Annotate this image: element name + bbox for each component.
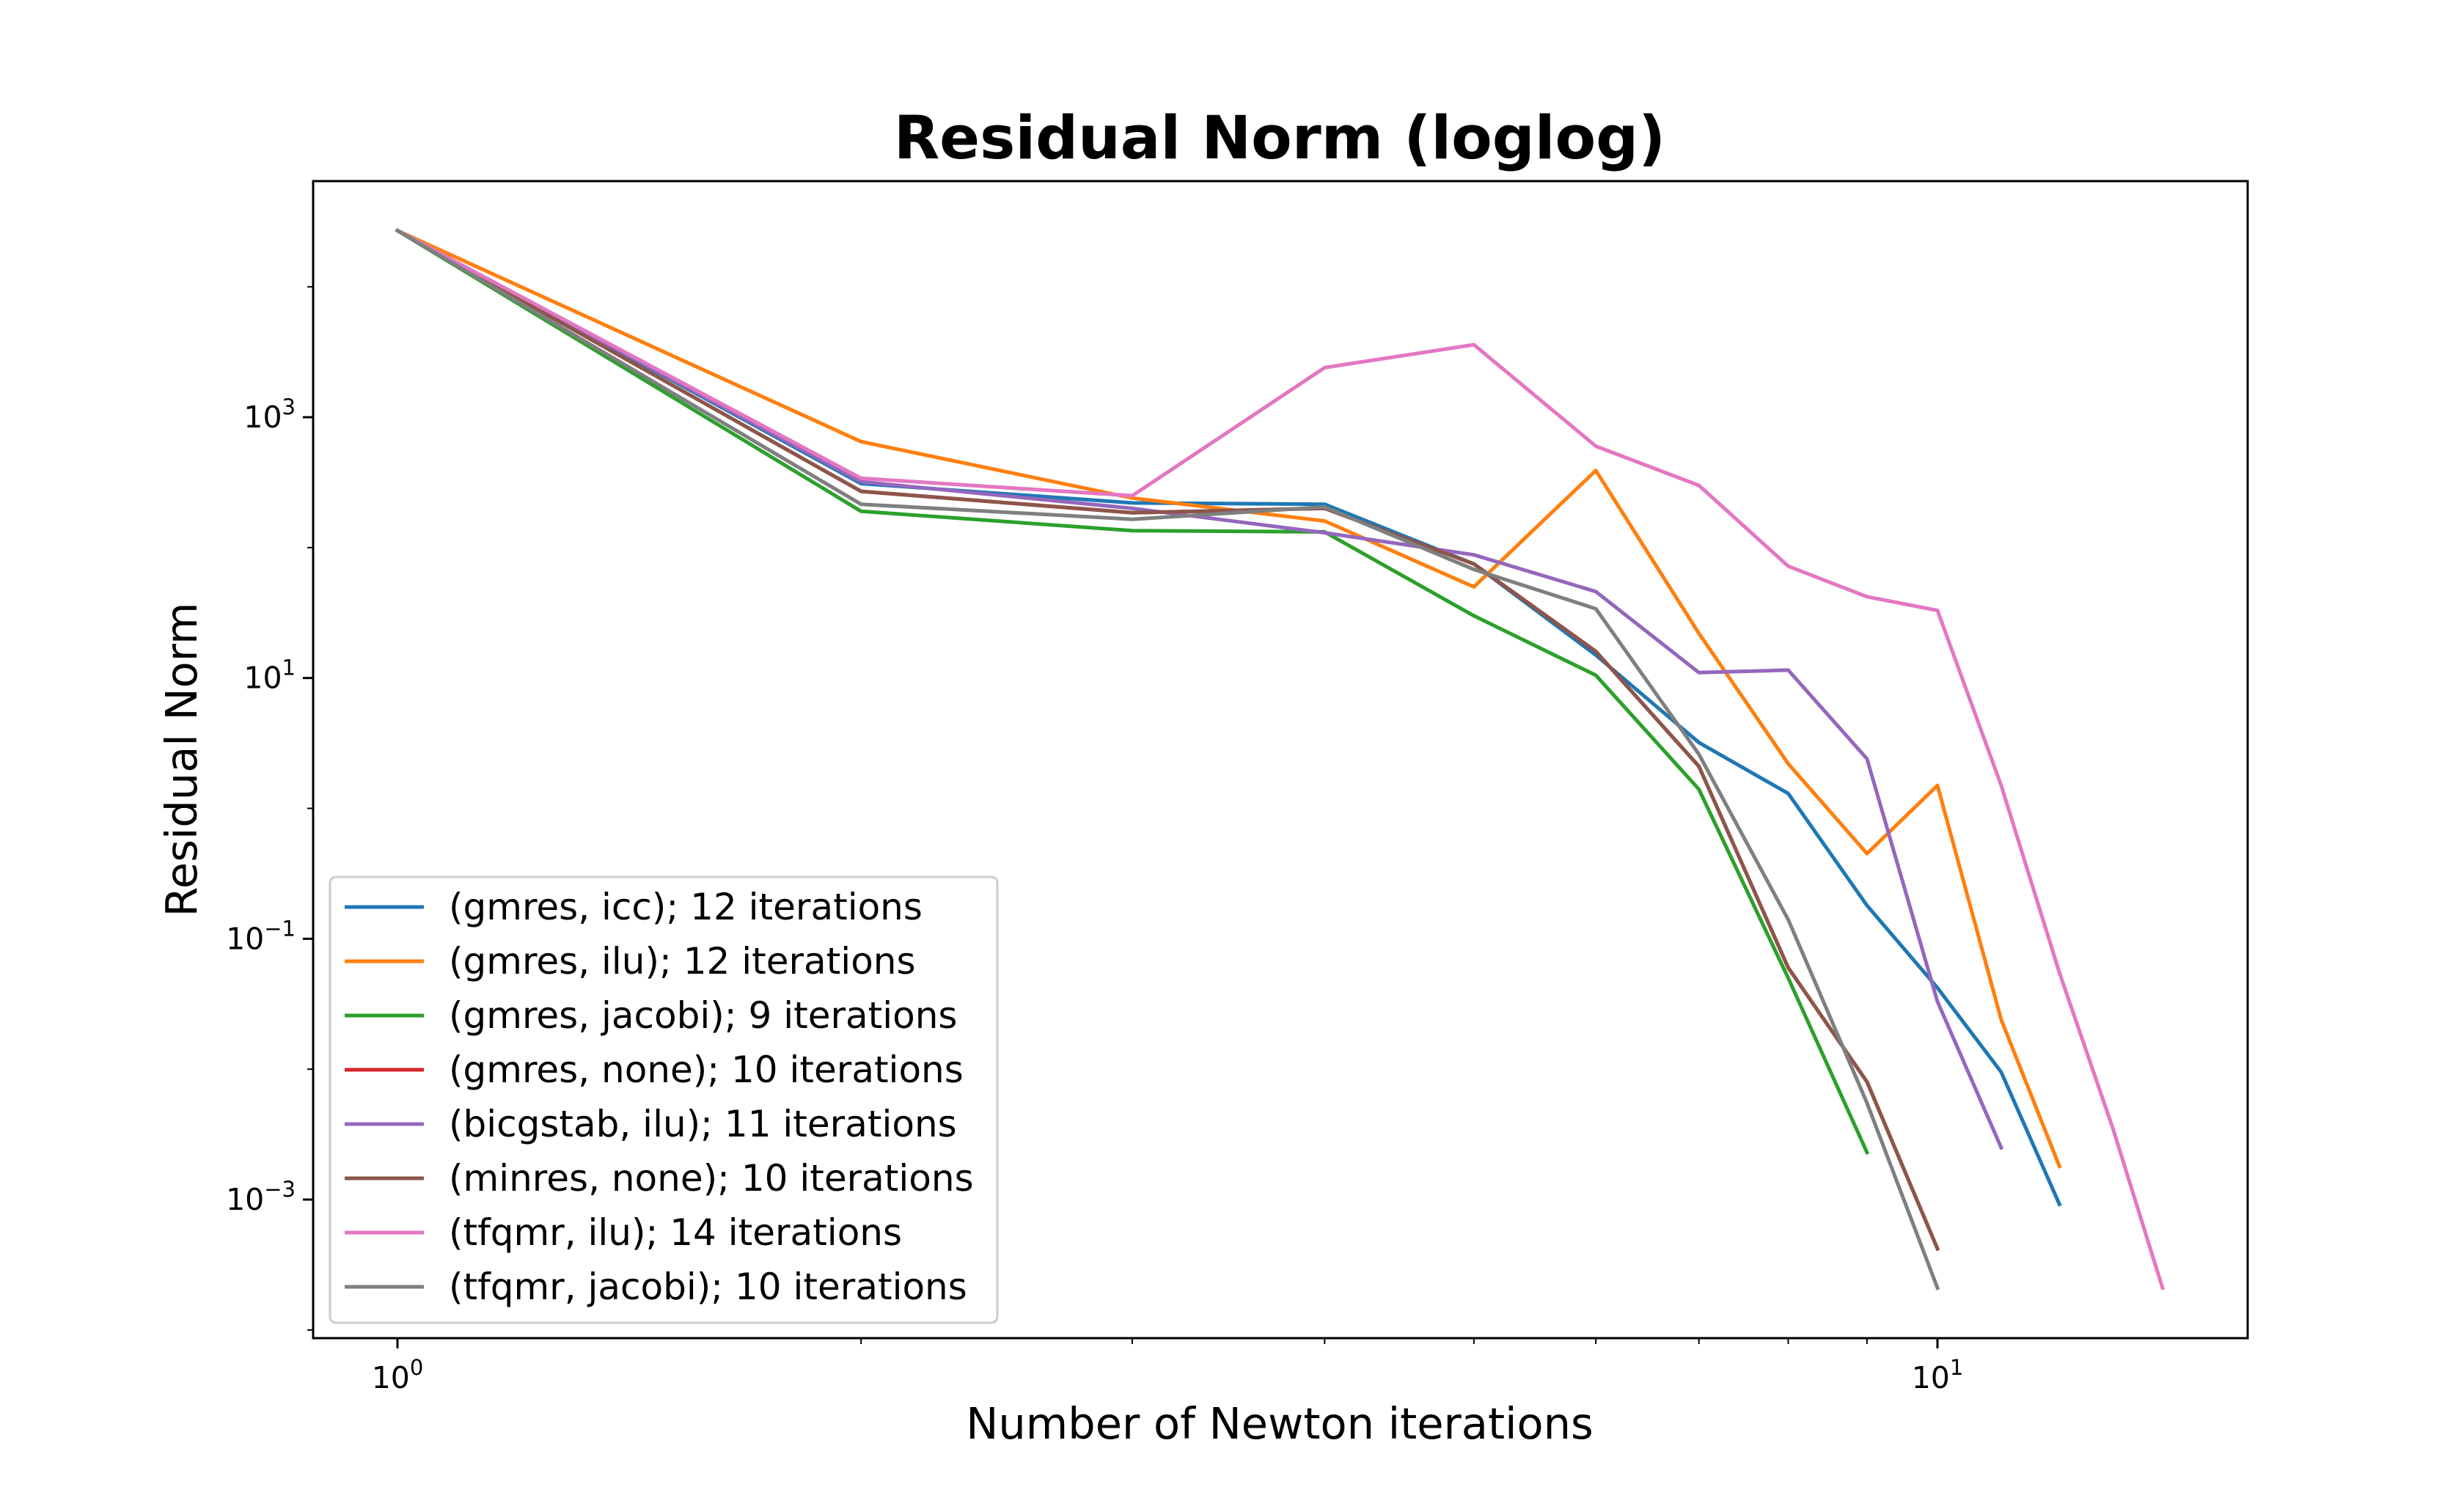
x-tick-label: 101 <box>1912 1355 1964 1395</box>
legend-label-2: (gmres, jacobi); 9 iterations <box>449 994 957 1037</box>
x-tick-label: 100 <box>372 1355 424 1395</box>
legend-label-4: (bicgstab, ilu); 11 iterations <box>449 1103 957 1145</box>
y-axis-label: Residual Norm <box>156 603 207 917</box>
legend-label-3: (gmres, none); 10 iterations <box>449 1049 964 1091</box>
legend-label-7: (tfqmr, jacobi); 10 iterations <box>449 1266 967 1308</box>
series-line-2 <box>395 228 1870 1156</box>
chart-title: Residual Norm (loglog) <box>894 104 1665 173</box>
series-line-6 <box>395 228 2166 1290</box>
legend-label-1: (gmres, ilu); 12 iterations <box>449 940 916 983</box>
legend-label-6: (tfqmr, ilu); 14 iterations <box>449 1211 902 1254</box>
series-line-1 <box>395 228 2062 1169</box>
series-lines <box>395 228 2166 1290</box>
y-minor-ticks <box>307 286 313 1331</box>
legend-box <box>329 875 999 1324</box>
series-line-7 <box>395 228 1940 1290</box>
x-axis-ticks: 100 101 <box>372 1338 1964 1395</box>
y-tick-label: 10−3 <box>226 1177 296 1217</box>
x-minor-ticks <box>860 1338 1868 1344</box>
y-tick-label: 10−1 <box>226 916 296 956</box>
legend-label-5: (minres, none); 10 iterations <box>449 1157 974 1200</box>
y-axis-ticks: 103 101 10−1 10−3 <box>226 394 313 1217</box>
series-line-4 <box>395 228 2004 1150</box>
series-line-5 <box>395 228 1940 1252</box>
legend: (gmres, icc); 12 iterations (gmres, ilu);… <box>329 875 999 1324</box>
x-axis-label: Number of Newton iterations <box>966 1398 1593 1449</box>
legend-label-0: (gmres, icc); 12 iterations <box>449 886 923 928</box>
y-tick-label: 103 <box>243 394 296 435</box>
y-tick-label: 101 <box>243 656 296 696</box>
series-line-0 <box>395 228 2062 1207</box>
